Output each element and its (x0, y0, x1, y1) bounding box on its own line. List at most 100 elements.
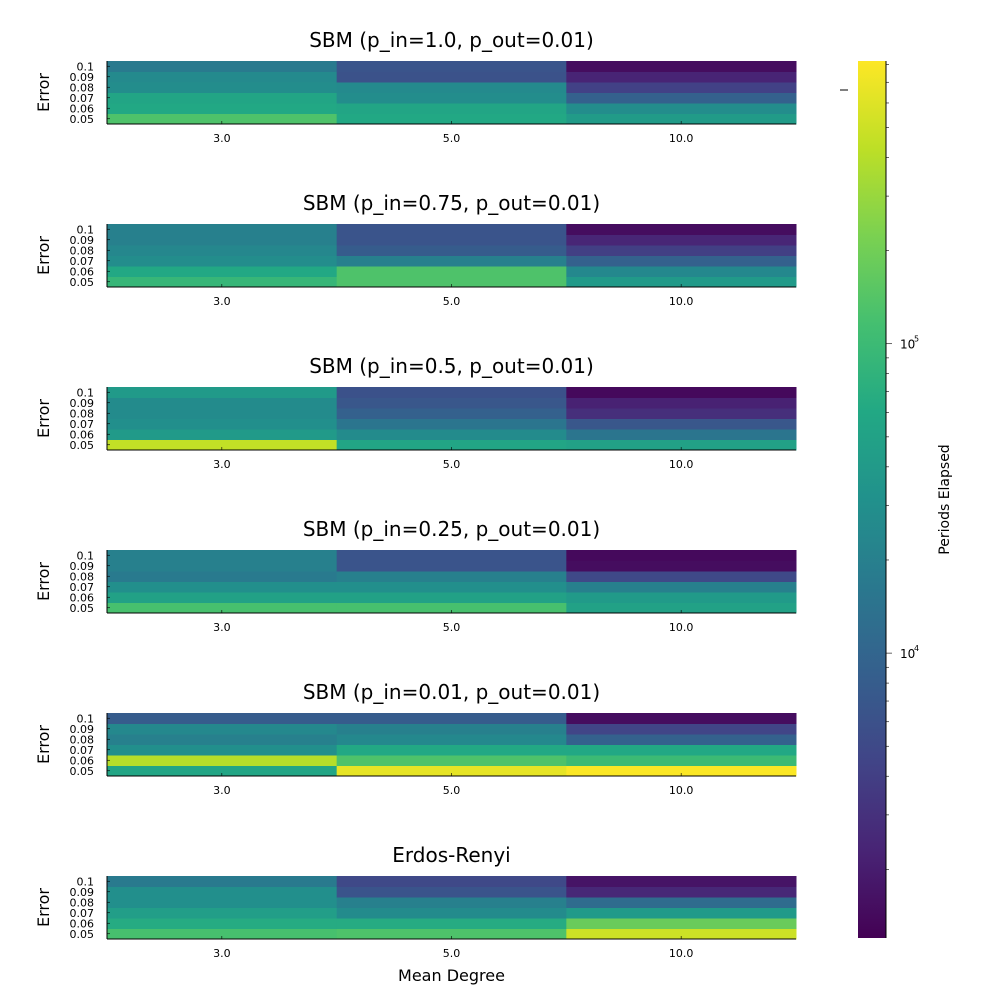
heatmap-cell (336, 61, 567, 72)
heatmap-cell (107, 113, 338, 125)
heatmap-cell (107, 602, 338, 614)
heatmap-cell (566, 103, 797, 114)
heatmap-cell (336, 439, 567, 451)
colorbar-label: Periods Elapsed (937, 444, 953, 554)
panel-title: SBM (p_in=0.01, p_out=0.01) (303, 680, 600, 704)
heatmap-panel: Erdos-Renyi Error 0.050.060.070.080.090.1 3… (34, 843, 797, 960)
heatmap-cell (107, 744, 338, 756)
x-tick-label: 10.0 (669, 784, 694, 797)
y-axis-label: Error (34, 236, 53, 275)
y-tick-label: 0.06 (70, 917, 95, 930)
x-tick-label: 10.0 (669, 295, 694, 308)
y-tick-label: 0.1 (77, 386, 95, 399)
panel-title: SBM (p_in=0.5, p_out=0.01) (309, 354, 594, 378)
heatmap-cell (107, 439, 338, 451)
heatmap-cell (566, 550, 797, 561)
y-tick-label: 0.07 (70, 581, 95, 594)
heatmap-cell (566, 397, 797, 409)
x-tick-label: 10.0 (669, 132, 694, 145)
heatmap-cell (566, 907, 797, 919)
y-tick-label: 0.1 (77, 60, 95, 73)
heatmap-cell (566, 71, 797, 83)
x-tick-label: 3.0 (213, 947, 231, 960)
colorbar-tick-base: 10 (900, 338, 915, 352)
heatmap-cell (566, 92, 797, 104)
heatmap-cell (566, 418, 797, 430)
heatmap-cell (336, 744, 567, 756)
colorbar-tick-exponent: 4 (914, 644, 919, 653)
heatmap-cell (107, 755, 338, 766)
y-tick-label: 0.07 (70, 907, 95, 920)
heatmap-cell (566, 928, 797, 940)
heatmap-cell (566, 276, 797, 288)
heatmap-cell (107, 581, 338, 593)
heatmap-cell (336, 560, 567, 572)
heatmap-cell (107, 886, 338, 898)
heatmap-cell (336, 886, 567, 898)
heatmap-cell (336, 581, 567, 593)
heatmap-cell (336, 255, 567, 267)
y-tick-label: 0.09 (70, 234, 95, 247)
panel-title: SBM (p_in=1.0, p_out=0.01) (309, 28, 594, 52)
heatmap-cell (566, 266, 797, 277)
heatmap-cell (107, 765, 338, 777)
heatmap-cell (566, 560, 797, 572)
heatmap-cell (336, 113, 567, 125)
heatmap-cell (566, 755, 797, 766)
heatmap-cell (566, 408, 797, 419)
heatmap-cell (107, 408, 338, 419)
heatmap-cell (566, 723, 797, 735)
heatmap-cell (566, 255, 797, 267)
heatmap-cell (107, 92, 338, 104)
heatmap-cell (336, 571, 567, 582)
y-tick-label: 0.08 (70, 570, 95, 583)
x-tick-label: 3.0 (213, 621, 231, 634)
heatmap-cell (107, 928, 338, 940)
heatmap-cell (566, 234, 797, 246)
colorbar-tick-exponent: 5 (914, 335, 919, 344)
heatmap-cell (336, 276, 567, 288)
heatmap-cell (336, 734, 567, 745)
y-tick-label: 0.08 (70, 81, 95, 94)
x-tick-label: 10.0 (669, 947, 694, 960)
y-tick-label: 0.1 (77, 223, 95, 236)
y-tick-label: 0.05 (70, 276, 95, 289)
x-tick-label: 5.0 (443, 295, 461, 308)
heatmap-cell (336, 713, 567, 724)
heatmap-cell (107, 266, 338, 277)
heatmap-cell (566, 897, 797, 908)
heatmap-cell (566, 387, 797, 398)
y-tick-label: 0.07 (70, 92, 95, 105)
heatmap-cell (336, 245, 567, 256)
heatmap-cell (107, 592, 338, 603)
y-tick-label: 0.08 (70, 407, 95, 420)
y-axis-label: Error (34, 725, 53, 764)
heatmap-cell (107, 907, 338, 919)
y-tick-label: 0.07 (70, 418, 95, 431)
heatmap-cell (107, 103, 338, 114)
y-tick-label: 0.06 (70, 754, 95, 767)
heatmap-cell (566, 571, 797, 582)
heatmap-cell (566, 918, 797, 929)
heatmap-cell (566, 744, 797, 756)
y-tick-label: 0.06 (70, 102, 95, 115)
y-tick-label: 0.05 (70, 602, 95, 615)
heatmap-cell (107, 734, 338, 745)
y-tick-label: 0.05 (70, 928, 95, 941)
heatmap-cell (336, 550, 567, 561)
y-tick-label: 0.05 (70, 765, 95, 778)
heatmap-cell (336, 897, 567, 908)
x-tick-label: 10.0 (669, 458, 694, 471)
y-tick-label: 0.09 (70, 560, 95, 573)
heatmap-cell (107, 255, 338, 267)
x-tick-label: 5.0 (443, 132, 461, 145)
heatmap-cell (336, 234, 567, 246)
heatmap-cell (336, 429, 567, 440)
heatmap-cell (336, 602, 567, 614)
x-tick-label: 5.0 (443, 458, 461, 471)
heatmap-cell (107, 560, 338, 572)
y-tick-label: 0.09 (70, 723, 95, 736)
heatmap-cell (336, 82, 567, 93)
heatmap-cell (336, 907, 567, 919)
heatmap-cell (107, 245, 338, 256)
